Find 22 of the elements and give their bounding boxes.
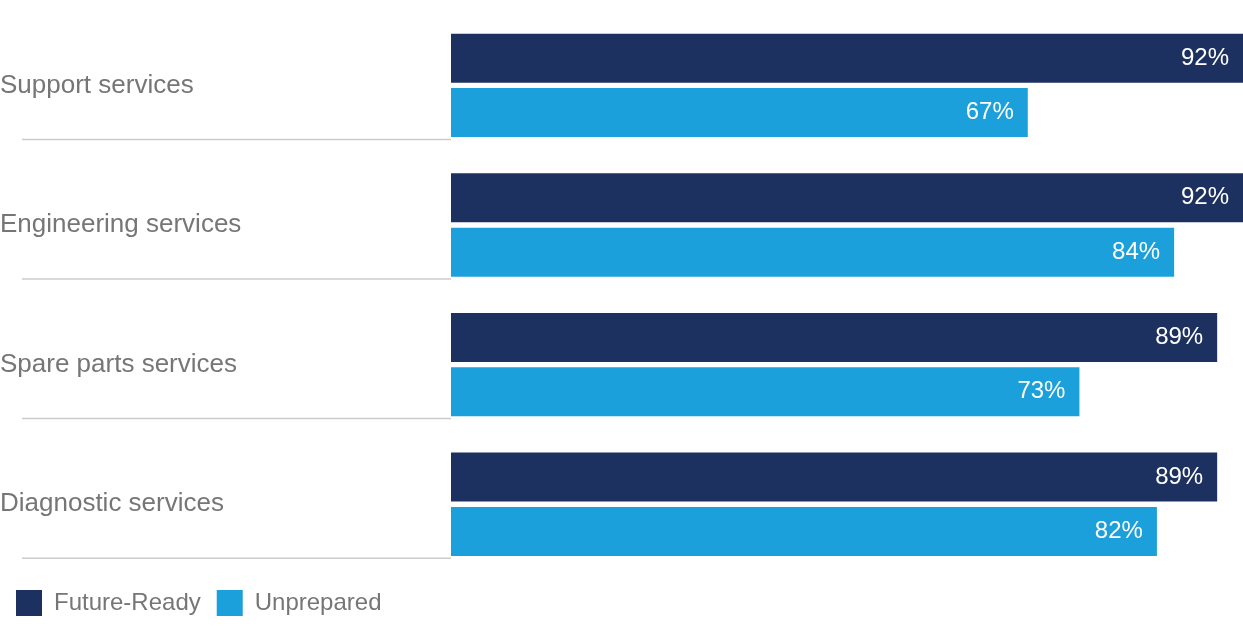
data-label: 84% xyxy=(1112,236,1161,264)
data-label: 67% xyxy=(965,97,1014,125)
y-tick-label: Spare parts services xyxy=(0,347,237,378)
bar xyxy=(451,312,1218,362)
legend-label: Unprepared xyxy=(254,587,382,615)
bar xyxy=(451,88,1028,138)
y-tick-label: Support services xyxy=(0,68,194,99)
bar xyxy=(451,33,1243,83)
bar xyxy=(451,506,1157,556)
bar xyxy=(451,173,1243,223)
y-tick-label: Engineering services xyxy=(0,208,242,239)
y-tick-label: Diagnostic services xyxy=(0,487,224,518)
data-label: 92% xyxy=(1180,42,1229,70)
bar xyxy=(451,227,1175,277)
bar xyxy=(451,367,1080,417)
data-label: 82% xyxy=(1094,516,1143,544)
bar xyxy=(451,452,1218,502)
data-label: 92% xyxy=(1180,182,1229,210)
legend-label: Future-Ready xyxy=(54,587,201,615)
data-label: 89% xyxy=(1155,322,1204,349)
data-label: 89% xyxy=(1155,461,1204,489)
data-label: 73% xyxy=(1017,376,1066,404)
